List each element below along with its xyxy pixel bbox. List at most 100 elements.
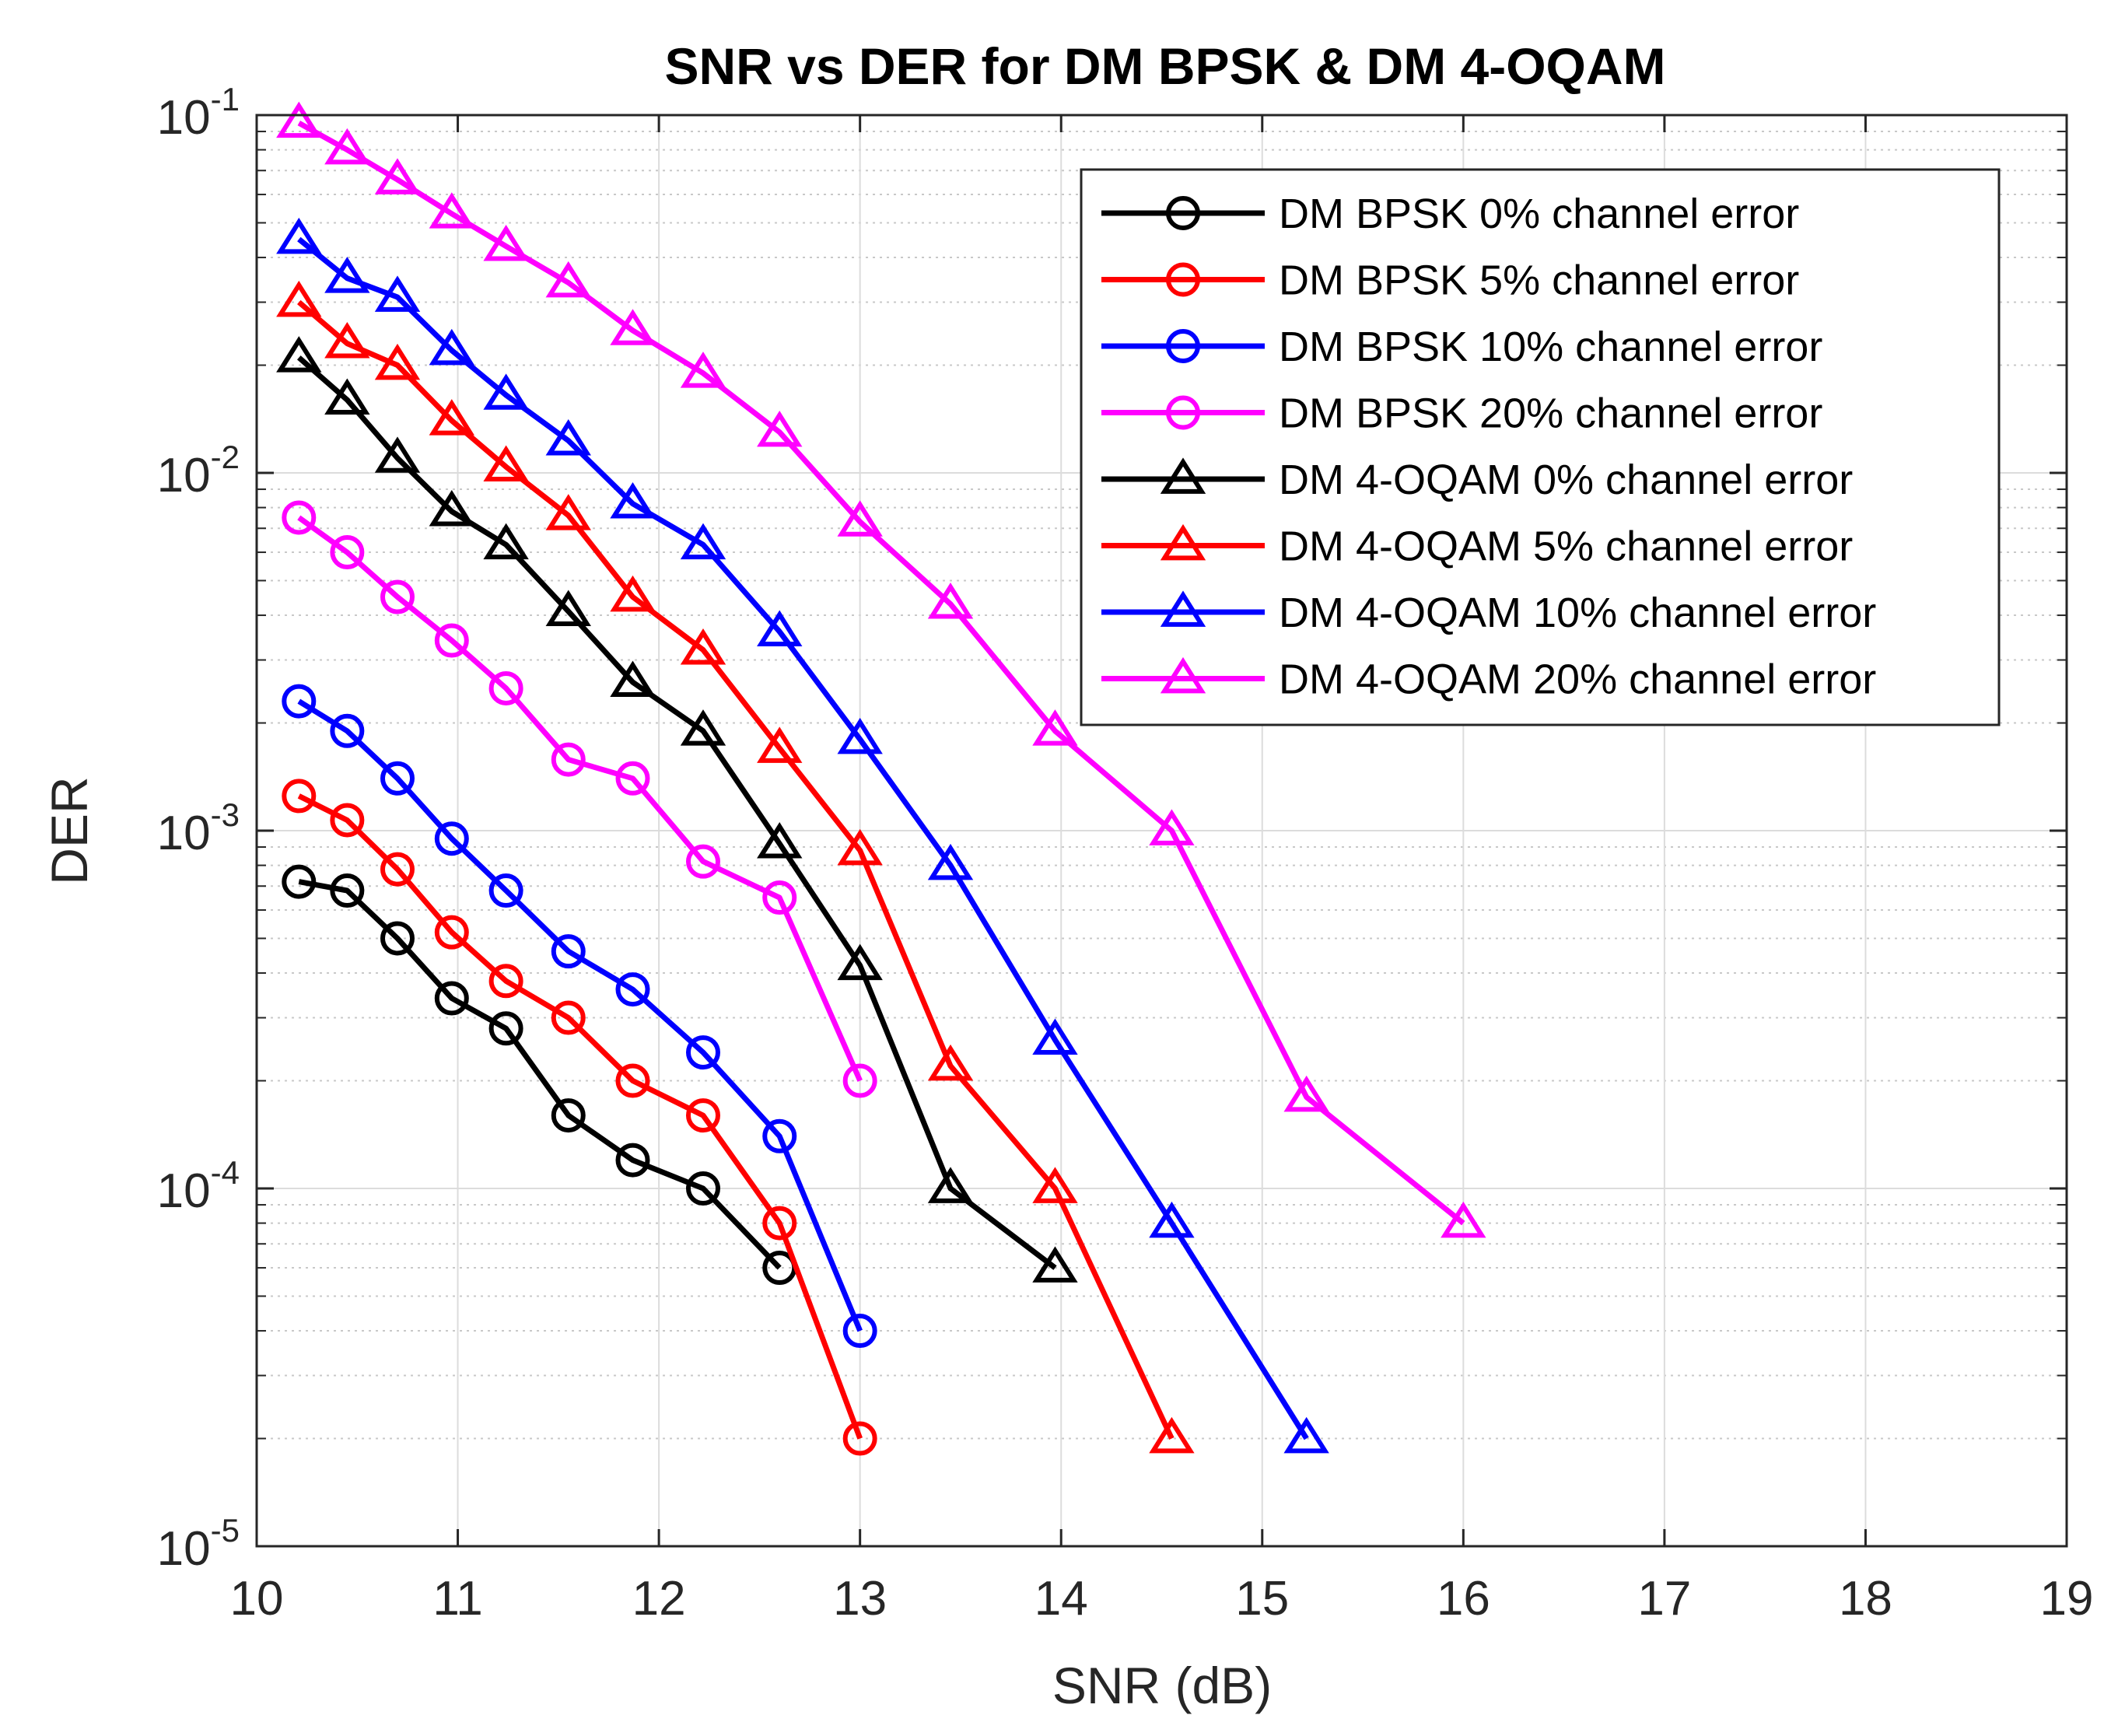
data-point — [685, 844, 720, 879]
y-tick-base: 10 — [157, 1522, 211, 1576]
data-point — [324, 378, 370, 415]
y-tick-label: 10-2 — [157, 439, 240, 502]
data-point — [374, 158, 421, 194]
y-tick-label: 10-5 — [157, 1512, 240, 1576]
x-tick-label: 13 — [833, 1572, 887, 1626]
data-point — [610, 660, 656, 697]
data-point — [842, 1314, 877, 1349]
data-point — [545, 419, 591, 456]
legend-marker — [1166, 395, 1200, 430]
data-point — [757, 726, 803, 763]
data-point — [1283, 1075, 1329, 1112]
data-point — [282, 779, 317, 814]
legend-entry: DM BPSK 0% channel error — [1101, 191, 1799, 237]
series-2 — [282, 684, 877, 1349]
data-point — [488, 1011, 523, 1046]
chart-title: SNR vs DER for DM BPSK & DM 4-OQAM — [664, 37, 1665, 95]
data-point — [276, 336, 322, 373]
series-line — [298, 879, 782, 1270]
legend-entry: DM 4-OQAM 10% channel error — [1101, 590, 1876, 636]
series-line — [296, 355, 1057, 1270]
legend-marker — [1166, 262, 1200, 297]
y-tick-exponent: -4 — [211, 1154, 240, 1191]
data-point — [837, 828, 883, 866]
data-point — [1032, 1018, 1078, 1055]
y-tick-exponent: -1 — [211, 81, 240, 117]
data-point — [374, 275, 421, 312]
series-6 — [276, 217, 1329, 1454]
data-point — [927, 1167, 974, 1203]
data-point — [837, 943, 883, 981]
data-point — [837, 500, 883, 537]
data-point — [276, 101, 322, 138]
y-tick-base: 10 — [157, 449, 211, 502]
data-point — [551, 1098, 586, 1133]
data-point — [276, 280, 322, 317]
data-point — [837, 717, 883, 754]
y-tick-label: 10-4 — [157, 1154, 240, 1218]
data-point — [545, 494, 591, 530]
legend-marker — [1160, 590, 1206, 627]
data-point — [330, 535, 365, 570]
legend-marker — [1160, 457, 1206, 494]
data-point — [685, 1098, 720, 1133]
legend: DM BPSK 0% channel error DM BPSK 5% chann… — [1080, 168, 2001, 726]
data-point — [927, 582, 974, 619]
legend-entry: DM 4-OQAM 0% channel error — [1101, 457, 1853, 503]
series-3 — [282, 500, 877, 1098]
legend-marker — [1160, 656, 1206, 694]
legend-label: DM 4-OQAM 10% channel error — [1279, 590, 1876, 636]
legend-label: DM 4-OQAM 20% channel error — [1279, 656, 1876, 703]
data-point — [545, 261, 591, 298]
data-point — [615, 1143, 650, 1178]
data-point — [434, 981, 469, 1016]
x-tick-label: 12 — [632, 1572, 686, 1626]
data-point — [324, 128, 370, 165]
series-line — [297, 515, 863, 1082]
series-4 — [276, 336, 1078, 1283]
data-point — [1032, 1167, 1078, 1203]
series-line — [297, 299, 1175, 1440]
data-point — [610, 482, 656, 519]
x-tick-label: 17 — [1637, 1572, 1691, 1626]
legend-label: DM 4-OQAM 0% channel error — [1279, 457, 1853, 503]
legend-label: DM BPSK 10% channel error — [1279, 324, 1822, 370]
data-point — [380, 761, 415, 796]
data-point — [1149, 1416, 1195, 1454]
data-point — [680, 709, 726, 746]
data-point — [610, 309, 656, 345]
y-tick-base: 10 — [157, 1164, 211, 1218]
data-point — [434, 821, 469, 856]
data-point — [680, 523, 726, 560]
data-point — [330, 713, 365, 748]
data-point — [551, 742, 586, 777]
data-point — [762, 880, 797, 915]
data-point — [374, 343, 421, 380]
data-point — [380, 852, 415, 887]
data-point — [1441, 1201, 1486, 1238]
data-point — [1032, 709, 1078, 746]
data-point — [762, 1118, 797, 1153]
data-point — [429, 328, 474, 366]
data-point — [615, 1063, 650, 1098]
legend-marker — [1166, 329, 1200, 363]
x-tick-label: 15 — [1235, 1572, 1289, 1626]
series-5 — [276, 280, 1195, 1454]
legend-entry: DM BPSK 10% channel error — [1101, 324, 1822, 370]
data-point — [842, 1421, 877, 1456]
legend-entry: DM BPSK 20% channel error — [1101, 390, 1822, 437]
legend-box — [1080, 168, 2001, 726]
x-tick-label: 18 — [1839, 1572, 1892, 1626]
data-point — [483, 224, 529, 261]
y-tick-label: 10-3 — [157, 796, 240, 860]
x-tick-label: 16 — [1437, 1572, 1490, 1626]
data-point — [282, 864, 317, 899]
data-point — [483, 373, 529, 410]
y-axis-label: DER — [40, 776, 98, 884]
data-point — [380, 921, 415, 956]
series-layer — [276, 101, 1486, 1456]
data-point — [927, 1044, 974, 1081]
data-point — [483, 523, 529, 560]
data-point — [488, 873, 523, 908]
